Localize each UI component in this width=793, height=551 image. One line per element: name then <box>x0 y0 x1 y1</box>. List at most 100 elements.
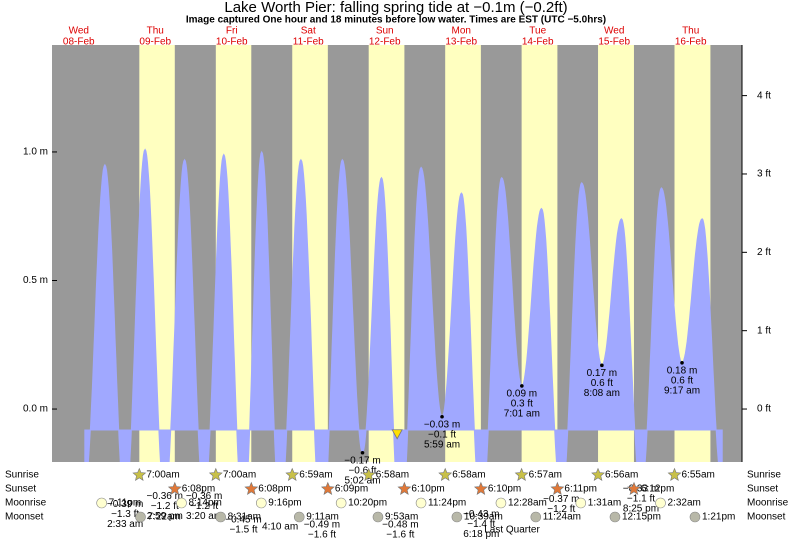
low-point <box>440 414 444 419</box>
event-time: 11:24pm <box>428 498 466 509</box>
low-point <box>360 450 365 455</box>
low-label: 5:59 am <box>424 439 460 450</box>
event-time: 6:10pm <box>411 484 444 495</box>
row-label: Moonset <box>5 512 44 523</box>
event-time: 6:08pm <box>182 484 215 495</box>
low-label: −0.03 m <box>424 419 460 430</box>
date-label: 16-Feb <box>675 37 707 48</box>
date-label: 13-Feb <box>445 37 477 48</box>
moonrise-icon <box>415 497 427 509</box>
moon-phase: Last Quarter <box>484 525 540 536</box>
moonset-icon <box>135 511 146 523</box>
event-time: 6:11pm <box>564 484 597 495</box>
row-label: Sunrise <box>5 470 39 481</box>
day-label: Sun <box>376 26 394 37</box>
event-time: 6:56am <box>605 470 638 481</box>
event-time: 6:58am <box>376 470 409 481</box>
sunset-icon <box>397 481 412 495</box>
moonrise-icon <box>655 497 666 509</box>
now-marker <box>391 429 403 440</box>
low-point <box>520 384 524 388</box>
y2-tick-label: 3 ft <box>757 169 771 180</box>
date-label: 15-Feb <box>598 37 630 48</box>
event-time: 10:20pm <box>348 498 387 509</box>
low-label: 8:25 pm <box>623 504 659 515</box>
low-label: 4:10 am <box>262 522 298 533</box>
moonrise-icon <box>575 497 587 509</box>
low-label: 0.09 m <box>507 389 538 400</box>
low-label: 0.6 ft <box>591 378 613 389</box>
low-label: 5:02 am <box>344 475 380 486</box>
date-label: 09-Feb <box>139 37 171 48</box>
day-label: Wed <box>604 26 624 37</box>
event-time: 12:28am <box>508 498 547 509</box>
low-label: −0.36 m <box>147 491 183 502</box>
y2-tick-label: 0 ft <box>757 404 771 415</box>
day-label: Mon <box>451 26 470 37</box>
low-label: −0.17 m <box>344 455 380 466</box>
low-label: −1.5 ft <box>229 524 257 535</box>
low-label: −0.45 m <box>225 514 261 525</box>
low-label: −0.1 ft <box>428 429 456 440</box>
day-label: Wed <box>69 26 89 37</box>
sunrise-icon <box>285 467 300 481</box>
row-label: Sunset <box>5 484 36 495</box>
event-time: 7:00am <box>223 470 256 481</box>
low-label: −0.33 m <box>623 484 659 495</box>
event-time: 8:31am <box>228 512 261 523</box>
low-label: 2:59 pm <box>147 511 183 522</box>
date-label: 10-Feb <box>216 37 248 48</box>
moonrise-icon <box>495 497 507 509</box>
event-time: 7:00am <box>146 470 179 481</box>
low-label: 2:33 am <box>107 519 143 530</box>
sunset-icon <box>167 481 182 495</box>
row-label: Sunrise <box>747 470 781 481</box>
chart-subtitle: Image captured One hour and 18 minutes b… <box>186 15 606 26</box>
event-time: 9:16pm <box>268 498 301 509</box>
date-label: 14-Feb <box>522 37 554 48</box>
moonset-icon <box>530 511 542 523</box>
low-point <box>680 360 684 365</box>
y-tick-label: 0.5 m <box>23 275 48 286</box>
moonset-icon <box>372 511 384 523</box>
sunrise-icon <box>208 467 223 481</box>
event-time: 11:24am <box>543 512 581 523</box>
sunset-icon <box>244 481 259 495</box>
plot-area <box>52 45 742 462</box>
day-label: Tue <box>529 26 546 37</box>
event-time: 9:53am <box>385 512 418 523</box>
moonrise-icon <box>255 497 267 509</box>
low-label: −0.6 ft <box>348 465 376 476</box>
day-label: Sat <box>301 26 316 37</box>
low-label: −0.48 m <box>382 520 418 531</box>
low-label: −1.6 ft <box>386 530 414 541</box>
low-label: −1.2 ft <box>547 504 575 515</box>
sunrise-icon <box>514 467 529 481</box>
event-time: 6:08pm <box>258 484 291 495</box>
event-time: 6:59am <box>299 470 332 481</box>
low-label: −1.2 ft <box>190 501 218 512</box>
sunset-icon <box>550 481 565 495</box>
low-label: −1.1 ft <box>627 494 655 505</box>
y-tick-label: 1.0 m <box>23 147 48 158</box>
row-label: Moonrise <box>5 498 47 509</box>
row-label: Moonrise <box>747 498 789 509</box>
low-label: 9:17 am <box>664 385 700 396</box>
event-time: 7:22am <box>148 512 181 523</box>
event-time: 6:12pm <box>641 484 674 495</box>
low-label: 0.18 m <box>667 365 698 376</box>
low-label: −0.36 m <box>186 491 222 502</box>
low-point <box>600 363 604 368</box>
sunrise-icon <box>667 467 682 481</box>
sunrise-icon <box>361 467 376 481</box>
event-time: 7:11pm <box>109 498 142 509</box>
chart-title: Lake Worth Pier: falling spring tide at … <box>224 0 567 16</box>
row-label: Moonset <box>747 512 786 523</box>
date-label: 12-Feb <box>369 37 401 48</box>
low-label: 8:08 am <box>584 388 620 399</box>
low-label: −1.4 ft <box>467 519 495 530</box>
moonset-icon <box>451 511 463 523</box>
low-label: 6:18 pm <box>463 529 499 540</box>
sunset-icon <box>627 481 641 495</box>
